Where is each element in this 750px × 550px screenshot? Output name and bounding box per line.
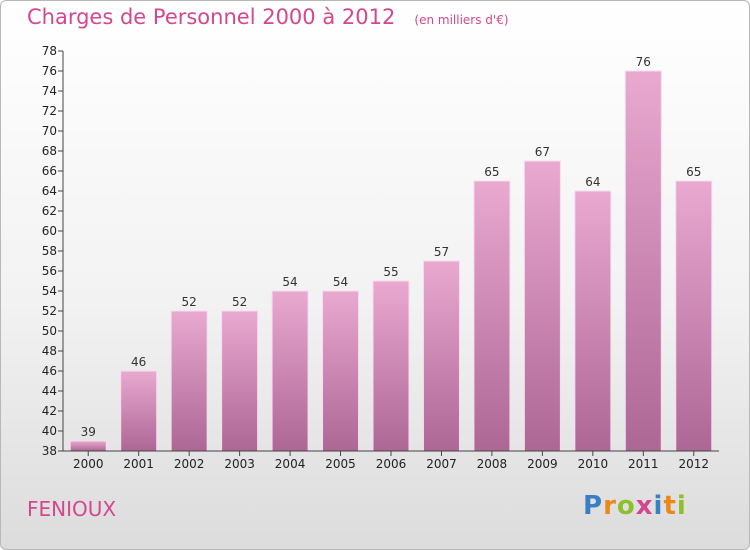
x-tick-label: 2005 <box>325 457 356 471</box>
y-tick-label: 66 <box>42 164 57 178</box>
bar-2007 <box>422 260 460 452</box>
y-tick-label: 46 <box>42 364 57 378</box>
y-tick-label: 72 <box>42 104 57 118</box>
y-tick-label: 76 <box>42 64 57 78</box>
logo-letter: r <box>603 491 617 521</box>
x-tick-label: 2002 <box>174 457 205 471</box>
logo-letter: P <box>583 491 604 521</box>
y-tick-label: 52 <box>42 304 57 318</box>
bar-2003 <box>221 310 259 452</box>
x-tick-label: 2004 <box>275 457 306 471</box>
bar-2008 <box>473 180 511 452</box>
bar-2009 <box>523 160 561 452</box>
x-tick-label: 2001 <box>123 457 154 471</box>
y-tick-label: 54 <box>42 284 57 298</box>
bar-2011 <box>624 70 662 452</box>
logo-letter: i <box>653 491 664 521</box>
y-tick-label: 68 <box>42 144 57 158</box>
y-tick-label: 62 <box>42 204 57 218</box>
chart-subtitle: (en milliers d'€) <box>414 13 509 27</box>
y-tick-label: 50 <box>42 324 57 338</box>
logo-letter: i <box>676 491 687 521</box>
y-tick-label: 78 <box>42 44 57 58</box>
y-tick-label: 64 <box>42 184 57 198</box>
x-tick-label: 2008 <box>477 457 508 471</box>
data-label: 52 <box>232 295 247 309</box>
y-tick-label: 44 <box>42 384 57 398</box>
proxiti-logo: Proxiti <box>583 491 687 521</box>
bar-2000 <box>69 440 107 452</box>
data-label: 64 <box>585 175 600 189</box>
bar-2010 <box>574 190 612 452</box>
data-label: 39 <box>81 425 96 439</box>
y-tick-label: 48 <box>42 344 57 358</box>
logo-letter: x <box>635 491 654 521</box>
bar-2001 <box>120 370 158 452</box>
x-tick-label: 2006 <box>376 457 407 471</box>
logo-letter: t <box>663 491 677 521</box>
y-axis: 38 40 42 44 46 48 50 52 54 56 58 60 62 64 66 68 70 72 74 76… <box>42 44 64 458</box>
x-tick-label: 2011 <box>628 457 659 471</box>
data-label: 67 <box>535 145 550 159</box>
title-row: Charges de Personnel 2000 à 2012 (en mil… <box>27 5 509 29</box>
data-label: 65 <box>686 165 701 179</box>
x-tick-label: 2007 <box>426 457 457 471</box>
y-tick-label: 70 <box>42 124 57 138</box>
data-label: 65 <box>484 165 499 179</box>
commune-name: FENIOUX <box>27 497 117 521</box>
x-tick-label: 2000 <box>73 457 104 471</box>
chart-title: Charges de Personnel 2000 à 2012 <box>27 5 396 29</box>
bar-2004 <box>271 290 309 452</box>
bar-2005 <box>322 290 360 452</box>
data-label: 54 <box>282 275 297 289</box>
bar-2002 <box>170 310 208 452</box>
y-tick-label: 74 <box>42 84 57 98</box>
x-tick-label: 2009 <box>527 457 558 471</box>
data-label: 76 <box>636 55 651 69</box>
y-tick-label: 38 <box>42 444 57 458</box>
x-tick-label: 2010 <box>578 457 609 471</box>
y-tick-label: 40 <box>42 424 57 438</box>
x-tick-label: 2003 <box>224 457 255 471</box>
y-tick-label: 42 <box>42 404 57 418</box>
data-label: 57 <box>434 245 449 259</box>
data-label: 52 <box>182 295 197 309</box>
data-label: 46 <box>131 355 146 369</box>
bar-2006 <box>372 280 410 452</box>
x-tick-label: 2012 <box>678 457 709 471</box>
y-tick-label: 60 <box>42 224 57 238</box>
x-axis: 2000 2001 2002 2003 2004 2005 2006 2007 2008 2009… <box>63 450 719 471</box>
data-label: 54 <box>333 275 348 289</box>
y-tick-label: 56 <box>42 264 57 278</box>
logo-letter: o <box>616 491 636 521</box>
bars: 39 46 52 52 54 54 55 57 65 67 64 76 65 <box>69 55 713 452</box>
bar-2012 <box>675 180 713 452</box>
y-tick-label: 58 <box>42 244 57 258</box>
data-label: 55 <box>383 265 398 279</box>
